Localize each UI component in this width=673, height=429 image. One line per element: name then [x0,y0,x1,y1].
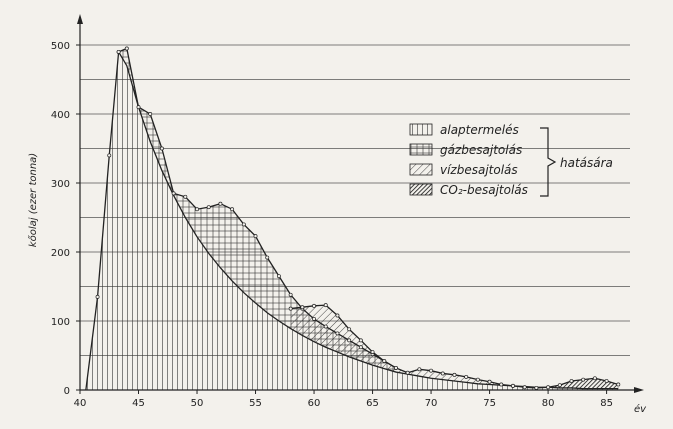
point-co2-besajtolas [604,379,609,383]
x-tick-label: 45 [132,398,145,409]
point-vizbesajtolas [370,350,375,354]
point-vizbesajtolas [394,365,398,370]
point-alaptermeles [116,49,121,54]
point-gazbesajtolas [323,324,328,329]
x-tick-label: 50 [191,398,204,409]
point-vizbesajtolas [499,382,504,387]
x-tick-label: 55 [249,398,262,409]
area-vizbesajtolas [290,305,513,386]
point-vizbesajtolas [382,359,387,363]
point-gazbesajtolas [206,205,211,210]
legend-label-co2-besajtolas: CO₂-besajtolás [440,183,528,197]
x-tick-label: 65 [366,398,379,409]
x-tick-label: 80 [542,398,555,409]
point-vizbesajtolas [405,370,410,375]
point-co2-besajtolas [581,377,586,382]
legend-item-vizbesajtolas: vízbesajtolás [409,163,518,177]
line-co2-besajtolas [512,377,619,389]
legend-swatch-co2-besajtolas [409,183,433,196]
point-co2-besajtolas [546,385,551,390]
point-vizbesajtolas [464,374,469,379]
point-gazbesajtolas [265,255,270,260]
point-co2-besajtolas [592,376,597,381]
point-vizbesajtolas [335,313,340,318]
legend-swatch-vizbesajtolas [409,163,433,176]
y-tick-label: 0 [64,386,70,397]
line-vizbesajtolas [290,304,514,387]
legend-label-alaptermeles: alaptermelés [440,123,519,137]
point-gazbesajtolas [195,207,199,212]
x-axis-arrow [634,387,644,393]
point-gazbesajtolas [312,316,316,321]
y-tick-label: 300 [51,179,70,190]
legend-brace-label: hatására [560,156,613,170]
point-vizbesajtolas [487,379,492,384]
point-co2-besajtolas [616,382,621,387]
point-vizbesajtolas [440,371,445,376]
point-vizbesajtolas [452,372,457,377]
point-vizbesajtolas [417,367,422,372]
point-gazbesajtolas [171,191,176,196]
point-gazbesajtolas [183,194,188,199]
legend-item-alaptermeles: alaptermelés [409,123,519,137]
point-vizbesajtolas [429,368,434,373]
y-tick-label: 400 [51,110,70,121]
point-vizbesajtolas [300,305,305,310]
point-vizbesajtolas [312,303,316,308]
x-tick-label: 40 [74,398,87,409]
point-gazbesajtolas [241,222,246,227]
point-gazbesajtolas [288,292,293,297]
x-tick-label: 85 [600,398,613,409]
point-co2-besajtolas [569,379,574,383]
y-tick-label: 200 [51,248,70,259]
x-axis-title: év [634,403,647,415]
point-vizbesajtolas [475,377,480,382]
legend-label-gazbesajtolas: gázbesajtolás [440,143,522,157]
point-co2-besajtolas [534,385,539,390]
x-tick-label: 75 [483,398,496,409]
point-gazbesajtolas [136,105,141,110]
data-areas [85,48,619,391]
series-lines [85,46,621,391]
point-gazbesajtolas [124,46,129,51]
point-gazbesajtolas [276,274,281,279]
point-vizbesajtolas [358,338,363,343]
point-gazbesajtolas [230,207,235,212]
point-vizbesajtolas [323,303,328,308]
tick-labels: 40 45 50 55 60 65 70 75 80 85 0 100 200 300 400 500 [51,41,613,409]
point-gazbesajtolas [253,234,258,239]
axes [76,14,644,394]
point-alaptermeles [95,294,100,299]
legend-item-co2-besajtolas: CO₂-besajtolás [409,183,528,197]
y-tick-label: 500 [51,41,70,52]
y-axis-title: kőolaj (ezer tonna) [27,153,39,247]
legend-label-vizbesajtolas: vízbesajtolás [440,163,518,177]
line-alaptermeles [85,49,619,391]
point-alaptermeles [107,153,112,158]
legend-swatch-alaptermeles [409,123,433,136]
legend-brace [540,127,557,197]
area-alaptermeles [85,51,619,391]
point-gazbesajtolas [347,338,352,343]
point-vizbesajtolas [347,327,352,332]
y-tick-label: 100 [51,317,70,328]
point-co2-besajtolas [511,383,515,388]
legend-item-gazbesajtolas: gázbesajtolás [409,143,522,157]
point-vizbesajtolas [288,306,293,311]
legend: alaptermelés gázbesajtolás vízbesajtolás… [409,123,613,197]
point-co2-besajtolas [522,385,527,390]
x-tick-label: 70 [425,398,438,409]
point-gazbesajtolas [358,345,363,350]
y-axis-arrow [77,14,83,24]
point-co2-besajtolas [557,383,562,388]
point-gazbesajtolas [218,201,223,206]
point-gazbesajtolas [159,146,164,151]
point-gazbesajtolas [335,331,340,336]
legend-swatch-gazbesajtolas [409,143,433,156]
x-tick-label: 60 [308,398,321,409]
point-gazbesajtolas [148,112,153,116]
